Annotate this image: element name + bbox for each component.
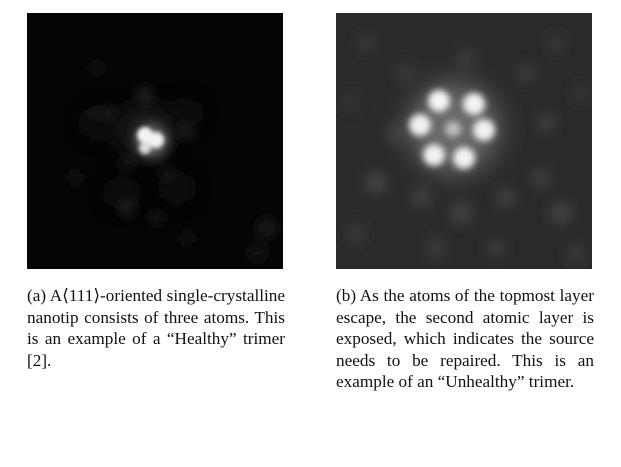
figure-b-caption: (b) As the atoms of the topmost layer es…: [336, 285, 594, 393]
figure-b-image: [336, 13, 592, 269]
figure-panel-b: (b) As the atoms of the topmost layer es…: [336, 13, 594, 393]
figure-a-image: [27, 13, 283, 269]
figure-panel-a: (a) A⟨111⟩-oriented single-crystalline n…: [27, 13, 285, 371]
figure-b-caption-label: (b): [336, 286, 357, 305]
figure-a-caption-text: A⟨111⟩-oriented single-crystalline nanot…: [27, 286, 285, 370]
figure-b-caption-text: As the atoms of the topmost layer escape…: [336, 286, 594, 392]
figure-a-caption: (a) A⟨111⟩-oriented single-crystalline n…: [27, 285, 285, 371]
figure-a-caption-label: (a): [27, 286, 47, 305]
